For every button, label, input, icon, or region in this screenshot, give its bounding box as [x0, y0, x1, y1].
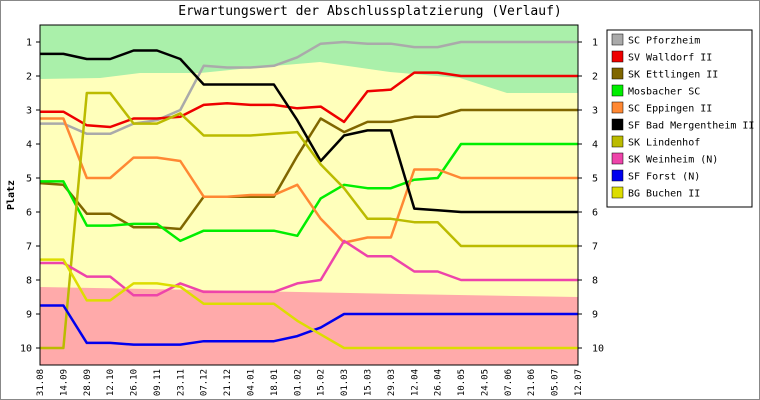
y-tick-label: 8: [26, 276, 32, 287]
x-tick-label: 07.06: [504, 369, 514, 396]
legend-swatch: [611, 50, 624, 63]
series-line: [40, 258, 578, 350]
x-tick-label: 18.01: [270, 369, 280, 396]
series-line: [40, 49, 578, 214]
x-tick-label: 10.05: [457, 369, 467, 396]
y-tick-label: 10: [20, 344, 32, 355]
legend-swatch: [611, 152, 624, 165]
legend-label: SK Lindenhof: [628, 138, 700, 149]
x-tick-label: 31.08: [36, 369, 46, 396]
series-line: [40, 91, 578, 350]
x-tick-label: 04.01: [247, 369, 257, 396]
series-line: [40, 40, 578, 136]
x-tick-label: 26.10: [130, 369, 140, 396]
x-tick-label: 15.02: [317, 369, 327, 396]
legend-label: SC Pforzheim: [628, 36, 700, 47]
x-tick-label: 21.12: [223, 369, 233, 396]
x-tick-label: 05.07: [551, 369, 561, 396]
x-tick-label: 21.06: [527, 369, 537, 396]
x-tick-label: 24.05: [480, 369, 490, 396]
series-line: [40, 239, 578, 297]
legend-swatch: [611, 67, 624, 80]
y-tick-label-right: 4: [592, 140, 598, 151]
x-tick-label: 23.11: [176, 369, 186, 396]
legend-swatch: [611, 135, 624, 148]
x-tick-label: 26.04: [434, 369, 444, 396]
y-tick-label-right: 9: [592, 310, 598, 321]
legend-label: SV Walldorf II: [628, 53, 712, 64]
y-tick-label-right: 7: [592, 242, 598, 253]
x-tick-label: 09.11: [153, 369, 163, 396]
x-tick-label: 14.09: [59, 369, 69, 396]
legend-box: [606, 29, 753, 208]
y-tick-label: 9: [26, 310, 32, 321]
legend-label: BG Buchen II: [628, 189, 700, 200]
legend-swatch: [611, 118, 624, 131]
legend-swatch: [611, 33, 624, 46]
series-line: [40, 142, 578, 243]
legend-label: SF Forst (N): [628, 172, 700, 183]
y-tick-label: 1: [26, 38, 32, 49]
y-axis-label: Platz: [6, 180, 17, 210]
x-tick-label: 07.12: [200, 369, 210, 396]
legend-label: SK Ettlingen II: [628, 70, 718, 81]
legend-swatch: [611, 84, 624, 97]
y-tick-label: 4: [26, 140, 32, 151]
legend-swatch: [611, 101, 624, 114]
y-tick-label-right: 6: [592, 208, 598, 219]
y-tick-label: 3: [26, 106, 32, 117]
plot-border: [39, 24, 579, 366]
y-tick-label: 2: [26, 72, 32, 83]
x-tick-label: 12.07: [574, 369, 584, 396]
x-tick-label: 15.03: [363, 369, 373, 396]
legend-label: Mosbacher SC: [628, 87, 700, 98]
y-tick-label-right: 10: [592, 344, 604, 355]
relegation-zone: [40, 287, 578, 365]
legend-swatch: [611, 186, 624, 199]
y-tick-label: 5: [26, 174, 32, 185]
x-tick-label: 28.09: [83, 369, 93, 396]
series-line: [40, 117, 578, 244]
x-tick-label: 12.04: [410, 369, 420, 396]
legend-label: SK Weinheim (N): [628, 155, 718, 166]
x-tick-label: 12.10: [106, 369, 116, 396]
x-tick-label: 01.03: [340, 369, 350, 396]
x-tick-label: 29.03: [387, 369, 397, 396]
legend-label: SF Bad Mergentheim II: [628, 121, 754, 132]
y-tick-label-right: 2: [592, 72, 598, 83]
y-tick-label-right: 3: [592, 106, 598, 117]
legend-swatch: [611, 169, 624, 182]
y-tick-label-right: 8: [592, 276, 598, 287]
y-tick-label: 6: [26, 208, 32, 219]
y-tick-label-right: 1: [592, 38, 598, 49]
chart-title: Erwartungswert der Abschlussplatzierung …: [178, 4, 562, 19]
series-line: [40, 304, 578, 346]
x-tick-label: 01.02: [293, 369, 303, 396]
y-tick-label: 7: [26, 242, 32, 253]
y-tick-label-right: 5: [592, 174, 598, 185]
promotion-zone: [40, 25, 578, 93]
legend-label: SC Eppingen II: [628, 104, 712, 115]
